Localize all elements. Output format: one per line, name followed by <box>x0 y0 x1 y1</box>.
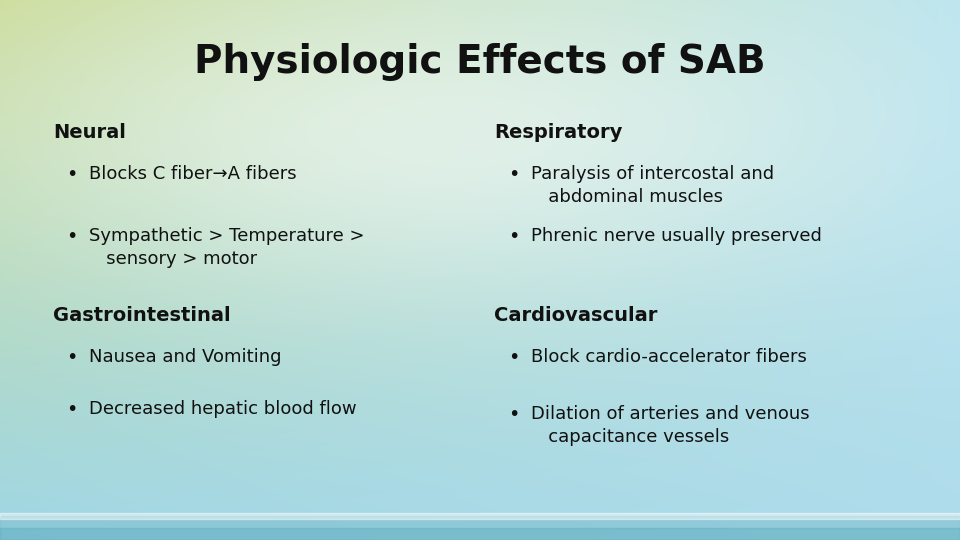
Text: Gastrointestinal: Gastrointestinal <box>53 306 230 326</box>
Text: Blocks C fiber→A fibers: Blocks C fiber→A fibers <box>89 165 297 183</box>
Bar <box>0 513 960 519</box>
Text: •: • <box>508 227 519 246</box>
Text: Dilation of arteries and venous
   capacitance vessels: Dilation of arteries and venous capacita… <box>531 405 809 446</box>
Text: Cardiovascular: Cardiovascular <box>494 306 658 326</box>
Bar <box>0 528 960 540</box>
Text: •: • <box>66 165 78 184</box>
Text: •: • <box>66 227 78 246</box>
Bar <box>0 516 960 540</box>
Text: •: • <box>66 400 78 419</box>
Text: Nausea and Vomiting: Nausea and Vomiting <box>89 348 282 366</box>
Text: Decreased hepatic blood flow: Decreased hepatic blood flow <box>89 400 357 417</box>
Text: •: • <box>508 165 519 184</box>
Text: •: • <box>508 348 519 367</box>
Text: •: • <box>508 405 519 424</box>
Text: Block cardio-accelerator fibers: Block cardio-accelerator fibers <box>531 348 806 366</box>
Text: Sympathetic > Temperature >
   sensory > motor: Sympathetic > Temperature > sensory > mo… <box>89 227 365 268</box>
Text: •: • <box>66 348 78 367</box>
Text: Phrenic nerve usually preserved: Phrenic nerve usually preserved <box>531 227 822 245</box>
Text: Respiratory: Respiratory <box>494 123 623 142</box>
Text: Physiologic Effects of SAB: Physiologic Effects of SAB <box>194 43 766 81</box>
Text: Paralysis of intercostal and
   abdominal muscles: Paralysis of intercostal and abdominal m… <box>531 165 774 206</box>
Text: Neural: Neural <box>53 123 126 142</box>
